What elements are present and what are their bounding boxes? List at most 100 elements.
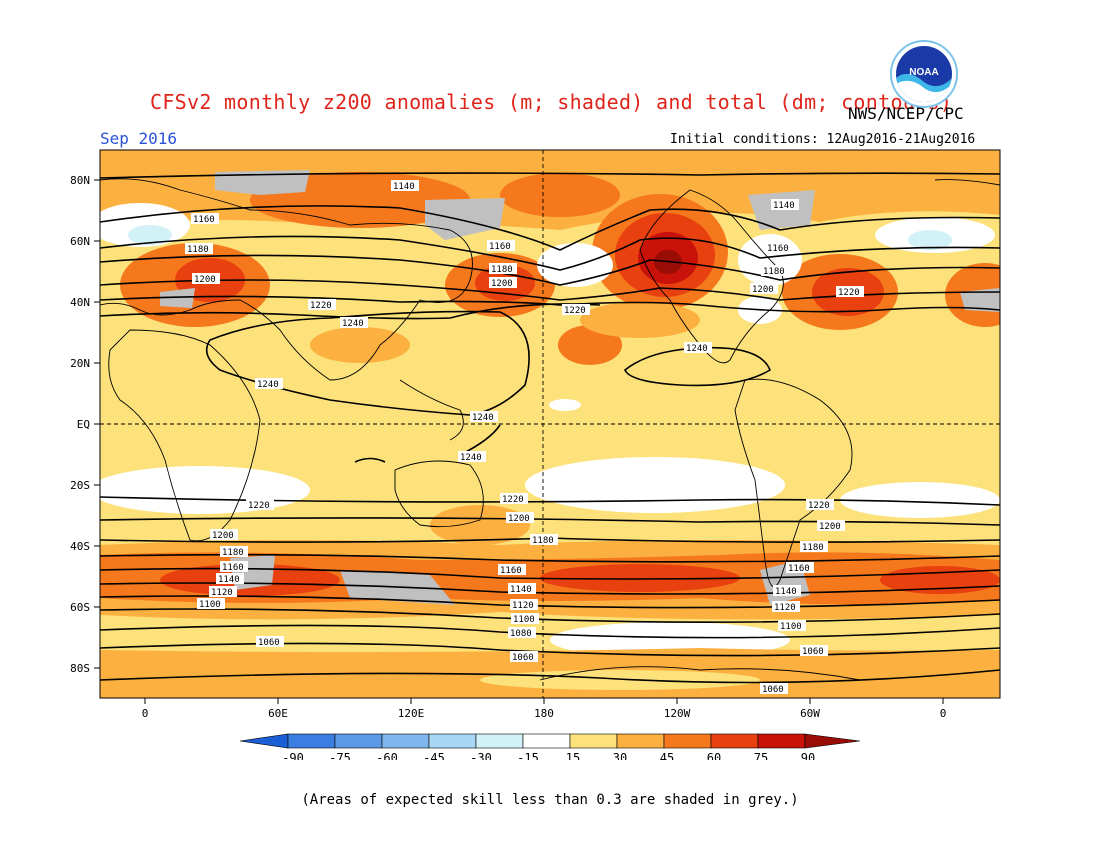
lat-label: 40N — [70, 296, 90, 309]
lat-label: 40S — [70, 540, 90, 553]
svg-text:1140: 1140 — [218, 575, 240, 585]
contour-label-1060: 1060 — [256, 636, 284, 648]
svg-text:1240: 1240 — [342, 319, 364, 329]
contour-label-1220: 1220 — [246, 499, 274, 511]
lat-label: 80N — [70, 174, 90, 187]
contour-label-1220: 1220 — [836, 286, 864, 298]
colorbar-swatch — [428, 733, 477, 749]
contour-label-1240: 1240 — [255, 378, 283, 390]
lat-label: 60S — [70, 601, 90, 614]
colorbar-swatch — [475, 733, 524, 749]
longitude-axis: 0 60E 120E 180 120W 60W 0 — [142, 698, 947, 720]
lon-label: 180 — [534, 707, 554, 720]
contour-label-1100: 1100 — [778, 620, 806, 632]
contour-label-1200: 1200 — [506, 512, 534, 524]
svg-text:1060: 1060 — [802, 647, 824, 657]
lat-label: 20S — [70, 479, 90, 492]
svg-text:1140: 1140 — [510, 585, 532, 595]
svg-text:1180: 1180 — [763, 267, 785, 277]
lat-label: EQ — [77, 418, 90, 431]
lon-label: 120W — [664, 707, 691, 720]
svg-text:1160: 1160 — [222, 563, 244, 573]
contour-label-1200: 1200 — [192, 273, 220, 285]
colorbar-label: -75 — [329, 751, 351, 760]
initial-conditions: Initial conditions: 12Aug2016-21Aug2016 — [670, 132, 976, 147]
contour-label-1140: 1140 — [391, 180, 419, 192]
svg-text:1200: 1200 — [752, 285, 774, 295]
svg-text:1160: 1160 — [489, 242, 511, 252]
colorbar-label: -15 — [517, 751, 539, 760]
svg-text:1240: 1240 — [686, 344, 708, 354]
colorbar-swatch — [381, 733, 430, 749]
contour-label-1160: 1160 — [487, 240, 515, 252]
svg-text:1220: 1220 — [564, 306, 586, 316]
contour-label-1180: 1180 — [220, 546, 248, 558]
svg-text:1220: 1220 — [808, 501, 830, 511]
svg-text:1120: 1120 — [211, 588, 233, 598]
logo-text: NOAA — [909, 67, 938, 78]
contour-label-1180: 1180 — [800, 541, 828, 553]
svg-text:1200: 1200 — [508, 514, 530, 524]
contour-label-1140: 1140 — [773, 585, 801, 597]
svg-text:1220: 1220 — [502, 495, 524, 505]
anomaly-shading — [100, 150, 1000, 698]
svg-text:1140: 1140 — [393, 182, 415, 192]
colorbar: -90 -75 -60 -45 -30 -15 15 30 45 60 75 9… — [239, 733, 861, 760]
svg-text:1180: 1180 — [187, 245, 209, 255]
latitude-axis: 80N 60N 40N 20N EQ 20S 40S 60S 80S — [70, 174, 100, 675]
contour-label-1160: 1160 — [220, 561, 248, 573]
colorbar-label: 75 — [754, 751, 768, 760]
colorbar-label: -45 — [423, 751, 445, 760]
contour-label-1200: 1200 — [750, 283, 778, 295]
svg-text:1120: 1120 — [774, 603, 796, 613]
svg-text:1180: 1180 — [802, 543, 824, 553]
svg-text:1100: 1100 — [780, 622, 802, 632]
svg-text:1160: 1160 — [500, 566, 522, 576]
svg-text:1120: 1120 — [512, 601, 534, 611]
skill-footnote: (Areas of expected skill less than 0.3 a… — [301, 792, 799, 808]
lon-label: 0 — [940, 707, 947, 720]
lat-label: 60N — [70, 235, 90, 248]
contour-label-1080: 1080 — [508, 627, 536, 639]
colorbar-label: 60 — [707, 751, 721, 760]
contour-label-1200: 1200 — [210, 529, 238, 541]
colorbar-label: 90 — [801, 751, 815, 760]
svg-text:1160: 1160 — [193, 215, 215, 225]
svg-text:1200: 1200 — [819, 522, 841, 532]
contour-label-1180: 1180 — [489, 263, 517, 275]
svg-text:1200: 1200 — [491, 279, 513, 289]
svg-text:1220: 1220 — [838, 288, 860, 298]
svg-text:1100: 1100 — [199, 600, 221, 610]
noaa-logo: NOAA — [890, 40, 958, 108]
svg-text:1240: 1240 — [460, 453, 482, 463]
contour-label-1120: 1120 — [510, 599, 538, 611]
lon-label: 60E — [268, 707, 288, 720]
contour-label-1120: 1120 — [772, 601, 800, 613]
contour-label-1060: 1060 — [510, 651, 538, 663]
svg-text:1240: 1240 — [472, 413, 494, 423]
svg-text:1140: 1140 — [775, 587, 797, 597]
contour-label-1140: 1140 — [216, 573, 244, 585]
coastlines — [100, 178, 1000, 681]
svg-text:1060: 1060 — [762, 685, 784, 695]
contour-label-1200: 1200 — [489, 277, 517, 289]
colorbar-label: -90 — [282, 751, 304, 760]
svg-text:1180: 1180 — [491, 265, 513, 275]
contour-label-1220: 1220 — [500, 493, 528, 505]
contour-label-1180: 1180 — [185, 243, 213, 255]
colorbar-swatch — [569, 733, 618, 749]
contour-label-1240: 1240 — [684, 342, 712, 354]
contour-label-1220: 1220 — [806, 499, 834, 511]
contour-label-1160: 1160 — [498, 564, 526, 576]
chart-title: CFSv2 monthly z200 anomalies (m; shaded)… — [150, 90, 953, 114]
colorbar-swatch — [757, 733, 806, 749]
svg-text:1160: 1160 — [788, 564, 810, 574]
colorbar-swatch — [522, 733, 571, 749]
map-panel: 1140 1140 1160 1160 1160 1180 1180 1180 … — [70, 149, 1001, 760]
svg-text:1140: 1140 — [773, 201, 795, 211]
contour-label-1060: 1060 — [800, 645, 828, 657]
contour-label-1220: 1220 — [562, 304, 590, 316]
colorbar-swatch — [710, 733, 759, 749]
svg-text:1180: 1180 — [222, 548, 244, 558]
svg-text:1100: 1100 — [513, 615, 535, 625]
